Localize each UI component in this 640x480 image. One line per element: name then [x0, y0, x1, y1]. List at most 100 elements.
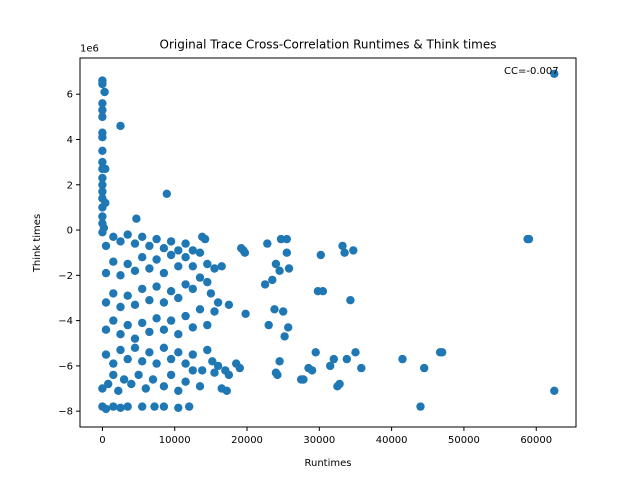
data-point	[276, 234, 286, 244]
data-point	[162, 189, 171, 198]
data-point	[116, 237, 125, 246]
data-point	[213, 298, 223, 307]
data-point	[181, 359, 190, 368]
x-tick-label: 10000	[159, 435, 191, 446]
data-point	[268, 275, 277, 285]
data-point	[550, 69, 559, 79]
y-tick-label: −8	[58, 407, 73, 418]
x-axis-label: Runtimes	[305, 458, 352, 469]
x-tick-label: 20000	[231, 435, 263, 446]
data-point	[284, 323, 293, 332]
data-point	[195, 382, 205, 391]
data-point	[166, 354, 176, 364]
data-point	[279, 307, 288, 316]
x-tick-label: 60000	[520, 435, 552, 446]
data-point	[145, 241, 154, 251]
data-point	[346, 296, 355, 305]
data-point	[181, 311, 190, 321]
data-point	[98, 173, 107, 183]
data-point	[351, 348, 360, 357]
data-point	[159, 402, 169, 411]
data-point	[357, 363, 366, 373]
data-point	[159, 298, 169, 307]
data-point	[311, 348, 320, 357]
data-point	[138, 318, 147, 328]
data-point	[275, 266, 284, 275]
data-point	[159, 268, 169, 278]
data-point	[127, 379, 136, 389]
data-point	[123, 259, 132, 269]
data-point	[152, 234, 161, 244]
data-point	[166, 287, 176, 296]
data-point	[152, 255, 161, 264]
data-point	[280, 332, 289, 341]
data-point	[119, 375, 129, 384]
data-point	[275, 357, 284, 366]
data-point	[101, 350, 111, 359]
data-point	[98, 79, 107, 89]
data-point	[166, 370, 176, 380]
data-point	[188, 366, 197, 375]
data-point	[100, 87, 109, 97]
data-point	[195, 305, 205, 314]
data-point	[181, 239, 190, 248]
data-point	[326, 361, 335, 371]
plot-frame	[79, 57, 577, 428]
data-point	[109, 402, 118, 411]
data-point	[188, 350, 197, 359]
data-point	[550, 386, 559, 395]
data-point	[174, 348, 183, 357]
data-point	[264, 320, 273, 330]
data-point	[195, 273, 205, 282]
data-point	[138, 284, 147, 294]
data-point	[109, 370, 118, 380]
data-point	[273, 370, 282, 380]
data-point	[148, 375, 158, 384]
data-point	[98, 133, 107, 142]
data-point	[98, 146, 107, 155]
data-point	[224, 300, 234, 309]
data-point	[438, 348, 447, 357]
data-point	[174, 330, 183, 339]
x-tick-label: 40000	[376, 435, 408, 446]
data-point	[145, 296, 154, 305]
data-point	[260, 280, 270, 289]
y-tick-label: −6	[58, 361, 73, 372]
data-point	[203, 345, 212, 355]
data-point	[116, 121, 125, 131]
data-point	[138, 402, 147, 411]
data-point	[181, 253, 190, 262]
data-point	[98, 99, 107, 108]
y-tick-label: 6	[67, 90, 73, 101]
y-tick-label: 4	[67, 135, 73, 146]
data-point	[123, 230, 132, 239]
data-point	[145, 327, 154, 337]
data-point	[123, 291, 132, 300]
data-point	[224, 370, 234, 380]
data-point	[145, 348, 154, 357]
data-point	[130, 300, 140, 309]
data-point	[98, 228, 107, 237]
data-point	[241, 309, 250, 318]
data-point	[109, 232, 118, 241]
data-point	[166, 316, 176, 325]
data-point	[130, 334, 140, 343]
data-point	[130, 266, 140, 275]
data-point	[174, 262, 183, 271]
data-point	[159, 343, 169, 352]
data-point	[263, 239, 272, 248]
data-point	[138, 357, 147, 366]
data-point	[116, 302, 125, 312]
data-point	[98, 187, 107, 196]
data-point	[206, 289, 216, 298]
data-point	[335, 379, 344, 389]
data-point	[210, 307, 219, 316]
data-point	[198, 366, 207, 375]
data-point	[98, 384, 107, 393]
y-axis-label: Think times	[32, 214, 43, 273]
x-axis-ticks: 0 10000 20000 30000 40000 50000 60000	[99, 427, 552, 446]
data-point	[98, 212, 107, 221]
data-point	[208, 357, 217, 366]
